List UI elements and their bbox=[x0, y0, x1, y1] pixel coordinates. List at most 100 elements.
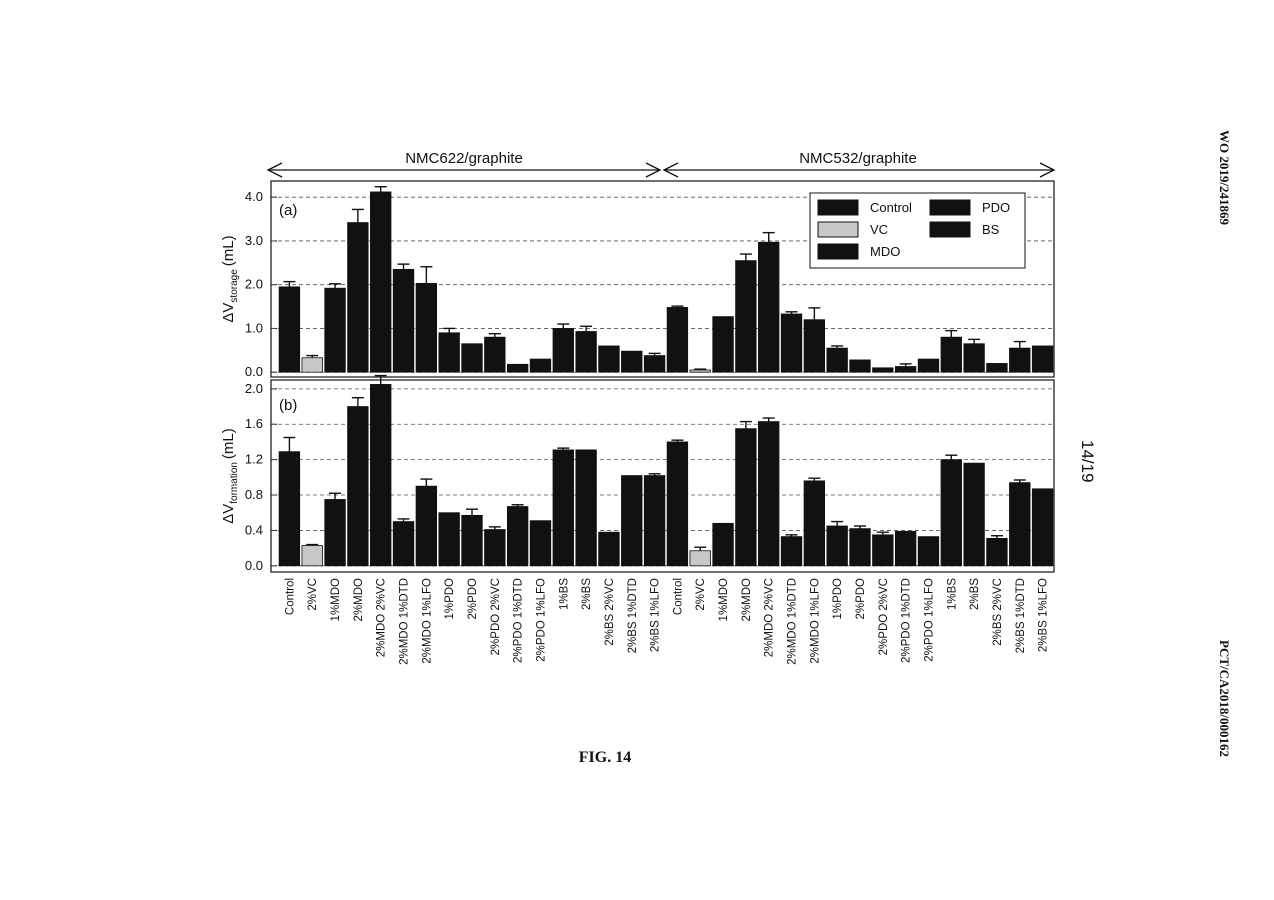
error-bar bbox=[740, 422, 752, 429]
panel-label: (a) bbox=[279, 202, 297, 219]
y-label-unit: (mL) bbox=[220, 235, 237, 266]
bar bbox=[827, 348, 848, 372]
x-tick-label: 2%PDO 2%VC bbox=[878, 578, 890, 655]
x-tick-label: 2%MDO bbox=[353, 578, 365, 622]
bar bbox=[1032, 346, 1053, 372]
bar bbox=[439, 333, 460, 372]
group-arrows bbox=[268, 163, 1054, 177]
bar bbox=[348, 223, 369, 373]
figure-caption: FIG. 14 bbox=[579, 749, 631, 766]
bar bbox=[895, 531, 916, 566]
bar bbox=[599, 346, 620, 372]
bar bbox=[736, 261, 757, 373]
bar bbox=[553, 328, 574, 372]
bar bbox=[393, 522, 414, 566]
error-bar bbox=[580, 326, 592, 331]
bar bbox=[530, 521, 551, 566]
x-tick-label: 2%BS 1%LFO bbox=[650, 578, 662, 652]
x-tick-label: 2%BS 2%VC bbox=[992, 578, 1004, 646]
legend-swatch bbox=[930, 222, 970, 237]
error-bar bbox=[945, 331, 957, 338]
legend-label: BS bbox=[982, 222, 1000, 237]
bar bbox=[348, 407, 369, 566]
y-tick-label: 1.0 bbox=[245, 320, 263, 335]
error-bar bbox=[740, 254, 752, 261]
bar bbox=[530, 359, 551, 372]
bar bbox=[987, 538, 1008, 565]
y-axis-label: ΔVstorage(mL) bbox=[220, 235, 240, 322]
y-tick-label: 1.2 bbox=[245, 452, 263, 467]
bar bbox=[918, 359, 939, 372]
error-bar bbox=[763, 418, 775, 422]
legend: ControlVCMDOPDOBS bbox=[810, 193, 1025, 268]
error-bar bbox=[831, 522, 843, 526]
x-tick-label: 2%PDO 1%LFO bbox=[535, 578, 547, 662]
y-tick-label: 0.0 bbox=[245, 558, 263, 573]
bar bbox=[758, 242, 779, 372]
bar bbox=[850, 360, 871, 372]
bar bbox=[553, 450, 574, 566]
y-tick-label: 2.0 bbox=[245, 277, 263, 292]
x-tick-label: 1%MDO bbox=[718, 578, 730, 622]
x-tick-label: 1%MDO bbox=[330, 578, 342, 622]
x-tick-label: 2%BS 1%LFO bbox=[1038, 578, 1050, 652]
bar bbox=[302, 545, 323, 565]
error-bar bbox=[420, 479, 432, 486]
bar bbox=[416, 486, 437, 566]
bar bbox=[325, 499, 346, 565]
error-bar bbox=[694, 547, 706, 551]
y-axis-label: ΔVformation(mL) bbox=[220, 428, 240, 524]
error-bar bbox=[466, 509, 478, 515]
bar bbox=[895, 367, 916, 373]
bar bbox=[850, 529, 871, 566]
bar bbox=[758, 422, 779, 566]
x-tick-label: 2%BS 2%VC bbox=[604, 578, 616, 646]
bar bbox=[644, 476, 665, 566]
bar bbox=[690, 370, 711, 372]
x-tick-label: 2%MDO 1%LFO bbox=[421, 578, 433, 664]
error-bar bbox=[329, 493, 341, 499]
page: FIG. 14 WO 2019/241869 PCT/CA2018/000162… bbox=[0, 0, 1274, 900]
legend-swatch bbox=[818, 244, 858, 259]
bar bbox=[599, 532, 620, 566]
bar bbox=[439, 513, 460, 566]
bar bbox=[370, 384, 391, 565]
panel-label: (b) bbox=[279, 397, 297, 414]
group-label: NMC532/graphite bbox=[799, 150, 917, 167]
legend-swatch bbox=[818, 200, 858, 215]
error-bar bbox=[329, 284, 341, 288]
bar bbox=[462, 515, 483, 565]
bar bbox=[416, 283, 437, 372]
x-tick-label: 2%BS 1%DTD bbox=[1015, 578, 1027, 653]
bar bbox=[507, 507, 528, 566]
y-label-symbol: ΔV bbox=[220, 504, 237, 524]
bar bbox=[941, 460, 962, 566]
bar bbox=[325, 288, 346, 372]
bar bbox=[804, 320, 825, 373]
bar bbox=[827, 526, 848, 566]
bar bbox=[621, 476, 642, 566]
bar bbox=[964, 344, 985, 372]
x-tick-label: 2%MDO 2%VC bbox=[376, 578, 388, 657]
x-tick-label: 2%BS 1%DTD bbox=[627, 578, 639, 653]
error-bar bbox=[398, 264, 410, 269]
bar bbox=[644, 356, 665, 373]
x-tick-label: 2%PDO 1%LFO bbox=[923, 578, 935, 662]
error-bar bbox=[375, 187, 387, 192]
x-tick-label: 1%BS bbox=[558, 578, 570, 610]
y-tick-label: 0.4 bbox=[245, 522, 263, 537]
error-bar bbox=[283, 282, 295, 287]
bar bbox=[279, 452, 300, 566]
error-bar bbox=[352, 398, 364, 407]
bar bbox=[964, 463, 985, 566]
y-label-symbol: ΔV bbox=[220, 303, 237, 323]
bar bbox=[667, 307, 688, 372]
x-tick-label: 2%BS bbox=[969, 578, 981, 610]
x-tick-label: 1%PDO bbox=[832, 578, 844, 620]
bar bbox=[1009, 348, 1030, 372]
bar bbox=[713, 523, 734, 565]
application-number: PCT/CA2018/000162 bbox=[1217, 640, 1232, 757]
publication-number: WO 2019/241869 bbox=[1217, 130, 1232, 225]
bar bbox=[279, 287, 300, 372]
bar bbox=[1032, 489, 1053, 566]
